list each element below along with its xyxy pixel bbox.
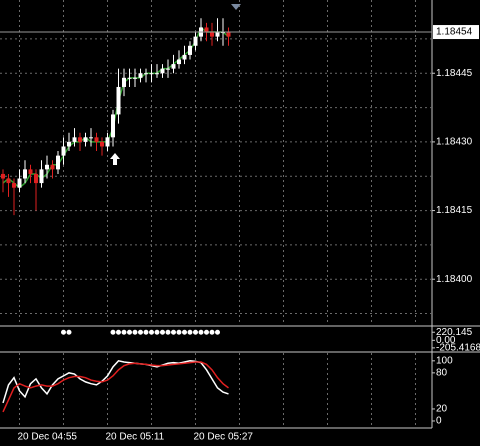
shift-marker	[231, 4, 241, 10]
candle-body	[72, 137, 77, 142]
candle-body	[215, 32, 220, 37]
signal-dot	[187, 329, 193, 335]
x-tick-label: 20 Dec 05:27	[194, 432, 254, 443]
candle-body	[144, 73, 148, 75]
candle-body	[210, 32, 214, 37]
candle-body	[56, 155, 60, 170]
signal-dot	[121, 329, 127, 335]
candle-body	[94, 137, 99, 142]
y-tick-label: 1.18445	[436, 68, 473, 79]
signal-dot	[193, 329, 198, 335]
signal-dot	[149, 329, 154, 335]
candle-body	[149, 73, 154, 75]
candle-body	[39, 169, 44, 184]
candle-body	[28, 169, 33, 174]
signal-dot	[160, 329, 165, 335]
y-tick-label: 20	[436, 404, 448, 415]
candle-body	[83, 137, 88, 142]
signal-dot	[204, 329, 209, 335]
candle-body	[116, 86, 121, 115]
signal-dot	[110, 329, 116, 335]
y-tick-label: 80	[436, 367, 448, 378]
candle-body	[45, 164, 49, 170]
candle-body	[166, 68, 170, 70]
indicator-line	[2, 359, 229, 404]
signal-dot	[154, 329, 160, 335]
candle-body	[127, 77, 132, 79]
signal-dot	[209, 329, 215, 335]
signal-dot	[182, 329, 187, 335]
buy-arrow	[110, 153, 120, 165]
candle-body	[34, 173, 38, 184]
y-tick-label: -205.4168	[436, 343, 480, 354]
signal-dot	[198, 329, 204, 335]
signal-dot	[176, 329, 182, 335]
candle-body	[155, 73, 159, 75]
candle-body	[50, 164, 55, 170]
candle-body	[182, 54, 187, 60]
y-tick-label: 1.18400	[436, 274, 473, 285]
signal-dot	[165, 329, 171, 335]
y-tick-label: 100	[436, 355, 453, 366]
y-tick-label: 220.145	[436, 327, 473, 338]
signal-dot	[61, 329, 66, 335]
candle-body	[6, 178, 11, 184]
y-tick-label: 0.00	[436, 335, 456, 346]
signal-dot	[143, 329, 149, 335]
candle-body	[12, 183, 16, 188]
candle-body	[204, 27, 209, 33]
candle-body	[171, 64, 176, 69]
signal-dot	[66, 329, 72, 335]
x-tick-label: 20 Dec 04:55	[18, 432, 78, 443]
signal-dot	[116, 329, 121, 335]
candle-body	[193, 36, 198, 46]
candle-body	[61, 146, 66, 156]
signal-dot	[127, 329, 132, 335]
y-tick-label: 1.18430	[436, 137, 473, 148]
x-tick-label: 20 Dec 05:11	[106, 432, 165, 443]
candle-body	[100, 141, 104, 147]
candle-body	[17, 178, 22, 188]
candle-body	[23, 169, 27, 179]
candle-body	[160, 68, 165, 74]
candle-body	[177, 59, 181, 65]
y-tick-label: 0	[436, 416, 442, 427]
candle-body	[111, 114, 115, 138]
candle-body	[133, 77, 137, 79]
indicator-line	[2, 361, 229, 413]
last-price-box	[433, 25, 479, 40]
candle-body	[226, 32, 231, 37]
candle-body	[188, 45, 192, 55]
candle-body	[122, 77, 126, 87]
candle-body	[138, 73, 143, 78]
last-price-label: 1.18454	[436, 27, 473, 38]
candle-body	[89, 137, 93, 139]
signal-dot	[215, 329, 220, 335]
signal-dot	[132, 329, 138, 335]
candle-body	[67, 141, 71, 147]
candle-body	[105, 137, 110, 147]
y-tick-label: 1.18415	[436, 205, 473, 216]
candle-body	[78, 137, 82, 142]
signal-dot	[138, 329, 143, 335]
candle-body	[1, 173, 5, 179]
signal-dot	[171, 329, 176, 335]
